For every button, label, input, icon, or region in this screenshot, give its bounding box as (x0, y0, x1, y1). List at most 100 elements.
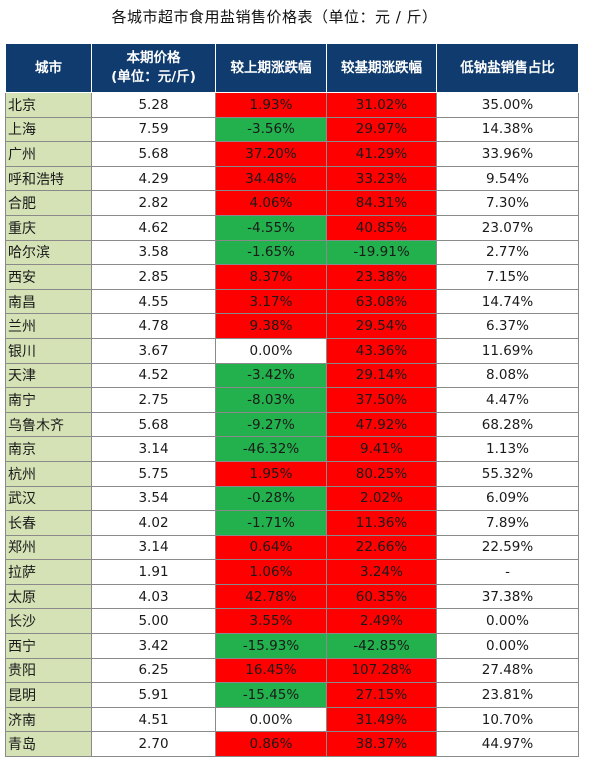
city-cell: 西安 (5, 264, 92, 290)
yoy-change-cell: 38.37% (326, 731, 437, 758)
city-cell: 哈尔滨 (5, 239, 92, 266)
table-row: 长沙 5.00 3.55% 2.49% 0.00% (5, 608, 579, 635)
table-row: 济南 4.51 0.00% 31.49% 10.70% (5, 706, 579, 733)
city-cell: 西宁 (5, 633, 92, 659)
mom-change-cell: 9.38% (215, 313, 327, 339)
header-price-line1: 本期价格 (126, 50, 181, 66)
table-row: 贵阳 6.25 16.45% 107.28% 27.48% (5, 657, 579, 684)
city-cell: 杭州 (5, 460, 92, 487)
price-cell: 5.68 (91, 141, 216, 167)
price-cell: 2.82 (91, 190, 216, 216)
table-row: 天津 4.52 -3.42% 29.14% 8.08% (5, 362, 579, 389)
yoy-change-cell: 80.25% (326, 460, 437, 487)
mom-change-cell: -0.28% (215, 485, 327, 512)
city-cell: 重庆 (5, 214, 92, 241)
city-cell: 南京 (5, 436, 92, 462)
yoy-change-cell: 29.97% (326, 116, 437, 143)
price-cell: 4.78 (91, 313, 216, 339)
price-cell: 7.59 (91, 116, 216, 143)
table-row: 合肥 2.82 4.06% 84.31% 7.30% (5, 190, 579, 216)
low-sodium-share-cell: 35.00% (436, 92, 579, 118)
table-row: 南宁 2.75 -8.03% 37.50% 4.47% (5, 387, 579, 413)
price-cell: 3.58 (91, 239, 216, 266)
city-cell: 昆明 (5, 682, 92, 708)
mom-change-cell: 1.93% (215, 92, 327, 118)
table-row: 太原 4.03 42.78% 60.35% 37.38% (5, 583, 579, 610)
price-cell: 5.00 (91, 608, 216, 635)
low-sodium-share-cell: 33.96% (436, 141, 579, 167)
yoy-change-cell: 60.35% (326, 583, 437, 610)
city-cell: 南宁 (5, 387, 92, 413)
low-sodium-share-cell: 4.47% (436, 387, 579, 413)
yoy-change-cell: -19.91% (326, 239, 437, 266)
low-sodium-share-cell: 7.15% (436, 264, 579, 290)
yoy-change-cell: 37.50% (326, 387, 437, 413)
low-sodium-share-cell: 7.89% (436, 510, 579, 536)
city-cell: 北京 (5, 92, 92, 118)
low-sodium-share-cell: 55.32% (436, 460, 579, 487)
city-cell: 太原 (5, 583, 92, 610)
low-sodium-share-cell: 44.97% (436, 731, 579, 758)
price-cell: 2.85 (91, 264, 216, 290)
city-cell: 贵阳 (5, 657, 92, 684)
price-cell: 4.02 (91, 510, 216, 536)
table-row: 西宁 3.42 -15.93% -42.85% 0.00% (5, 633, 579, 659)
table-row: 乌鲁木齐 5.68 -9.27% 47.92% 68.28% (5, 411, 579, 438)
yoy-change-cell: 29.54% (326, 313, 437, 339)
city-cell: 兰州 (5, 313, 92, 339)
low-sodium-share-cell: 14.38% (436, 116, 579, 143)
mom-change-cell: -1.65% (215, 239, 327, 266)
yoy-change-cell: 47.92% (326, 411, 437, 438)
table-row: 昆明 5.91 -15.45% 27.15% 23.81% (5, 682, 579, 708)
low-sodium-share-cell: 7.30% (436, 190, 579, 216)
table-row: 南昌 4.55 3.17% 63.08% 14.74% (5, 288, 579, 315)
city-cell: 青岛 (5, 731, 92, 758)
price-cell: 5.68 (91, 411, 216, 438)
low-sodium-share-cell: 0.00% (436, 633, 579, 659)
mom-change-cell: 0.86% (215, 731, 327, 758)
mom-change-cell: 1.06% (215, 559, 327, 585)
yoy-change-cell: 23.38% (326, 264, 437, 290)
table-row: 拉萨 1.91 1.06% 3.24% - (5, 559, 579, 585)
city-cell: 南昌 (5, 288, 92, 315)
price-cell: 4.62 (91, 214, 216, 241)
yoy-change-cell: 84.31% (326, 190, 437, 216)
city-cell: 长春 (5, 510, 92, 536)
salt-price-table: 城市 本期价格 (单位：元/斤) 较上期涨跌幅 较基期涨跌幅 低钠盐销售占比 北… (5, 43, 579, 758)
mom-change-cell: -15.45% (215, 682, 327, 708)
header-price-line2: (单位：元/斤) (111, 69, 196, 85)
city-cell: 天津 (5, 362, 92, 389)
price-cell: 3.54 (91, 485, 216, 512)
price-cell: 6.25 (91, 657, 216, 684)
table-row: 杭州 5.75 1.95% 80.25% 55.32% (5, 460, 579, 487)
low-sodium-share-cell: 68.28% (436, 411, 579, 438)
mom-change-cell: 0.64% (215, 534, 327, 561)
low-sodium-share-cell: 1.13% (436, 436, 579, 462)
yoy-change-cell: 107.28% (326, 657, 437, 684)
mom-change-cell: 3.17% (215, 288, 327, 315)
price-cell: 4.52 (91, 362, 216, 389)
mom-change-cell: 0.00% (215, 337, 327, 364)
city-cell: 拉萨 (5, 559, 92, 585)
table-row: 上海 7.59 -3.56% 29.97% 14.38% (5, 116, 579, 143)
city-cell: 武汉 (5, 485, 92, 512)
price-cell: 4.03 (91, 583, 216, 610)
table-row: 西安 2.85 8.37% 23.38% 7.15% (5, 264, 579, 290)
yoy-change-cell: 63.08% (326, 288, 437, 315)
city-cell: 合肥 (5, 190, 92, 216)
yoy-change-cell: 31.49% (326, 706, 437, 733)
yoy-change-cell: 2.02% (326, 485, 437, 512)
yoy-change-cell: 27.15% (326, 682, 437, 708)
yoy-change-cell: 2.49% (326, 608, 437, 635)
yoy-change-cell: 41.29% (326, 141, 437, 167)
mom-change-cell: 16.45% (215, 657, 327, 684)
mom-change-cell: 4.06% (215, 190, 327, 216)
low-sodium-share-cell: 2.77% (436, 239, 579, 266)
city-cell: 郑州 (5, 534, 92, 561)
low-sodium-share-cell: 6.37% (436, 313, 579, 339)
mom-change-cell: -8.03% (215, 387, 327, 413)
yoy-change-cell: 31.02% (326, 92, 437, 118)
city-cell: 上海 (5, 116, 92, 143)
header-price: 本期价格 (单位：元/斤) (91, 43, 216, 93)
low-sodium-share-cell: 6.09% (436, 485, 579, 512)
